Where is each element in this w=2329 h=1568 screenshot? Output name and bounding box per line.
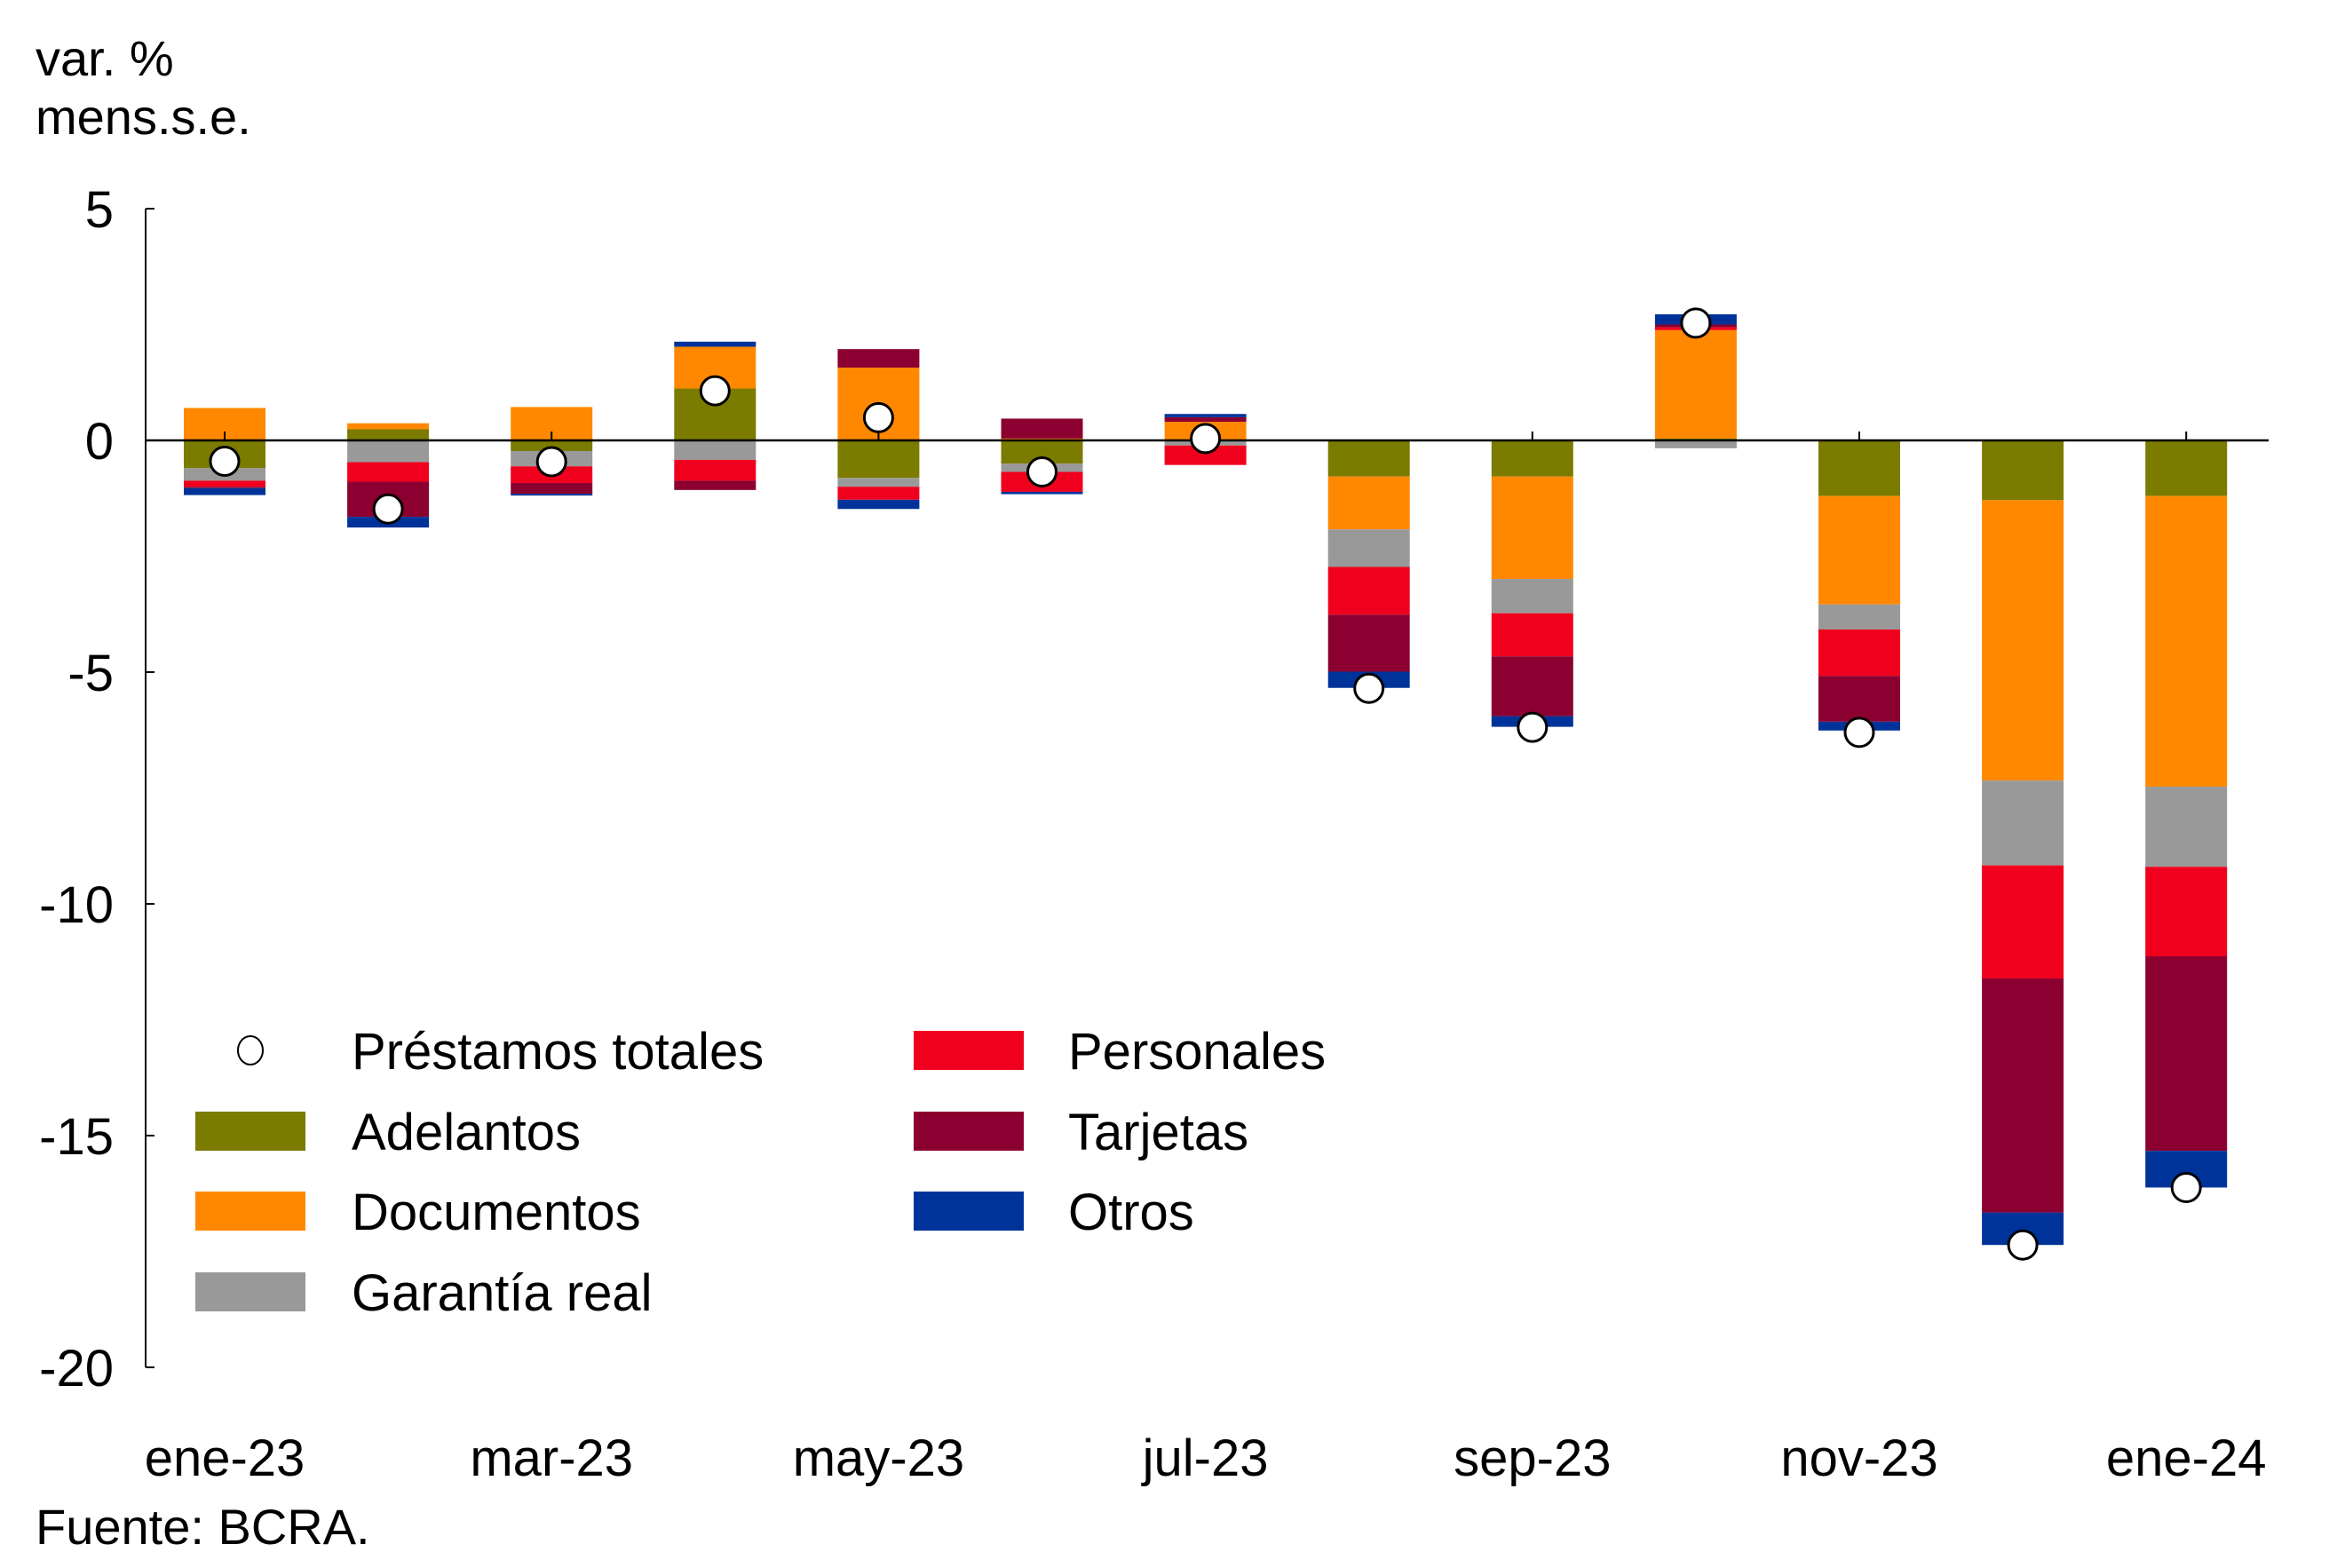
bar-segment-tarjetas-mar-23 — [511, 483, 593, 495]
bar-segment-personales-sep-23 — [1491, 613, 1573, 657]
bar-segment-tarjetas-sep-23 — [1491, 656, 1573, 717]
total-marker-dic-23 — [2007, 1229, 2039, 1261]
bar-segment-tarjetas-nov-23 — [1818, 676, 1900, 722]
x-tick-label: jul-23 — [1141, 1429, 1269, 1487]
bar-segment-garant-a-real-oct-23 — [1654, 440, 1737, 448]
total-marker-jun-23 — [1026, 455, 1058, 487]
bar-segment-personales-ene-24 — [2145, 867, 2228, 956]
bar-segment-garant-a-real-sep-23 — [1491, 579, 1573, 614]
y-axis-title-line-2: mens.s.e. — [36, 89, 251, 145]
legend-label-tarjetas: Tarjetas — [1068, 1104, 1248, 1161]
bar-segment-otros-abr-23 — [674, 341, 757, 347]
bar-segment-garant-a-real-ene-24 — [2145, 786, 2228, 867]
total-markers-layer — [209, 307, 2202, 1261]
bar-segment-otros-jul-23 — [1164, 414, 1247, 417]
bar-segment-tarjetas-jul-23 — [1164, 416, 1247, 423]
bar-segment-tarjetas-jun-23 — [1001, 418, 1083, 439]
bar-segment-personales-ene-23 — [184, 480, 265, 487]
bar-segment-adelantos-ene-24 — [2145, 440, 2228, 496]
bar-segment-tarjetas-dic-23 — [1982, 978, 2064, 1213]
bar-segment-garant-a-real-feb-23 — [347, 440, 430, 463]
y-axis-title-line-1: var. % — [36, 30, 174, 86]
bar-segment-garant-a-real-ago-23 — [1327, 529, 1410, 567]
bar-segment-garant-a-real-nov-23 — [1818, 604, 1900, 630]
legend-swatch-documentos — [195, 1192, 305, 1231]
bar-segment-adelantos-ago-23 — [1327, 440, 1410, 477]
bar-segment-otros-may-23 — [837, 499, 920, 510]
bar-segment-documentos-ene-24 — [2145, 495, 2228, 787]
source-note: Fuente: BCRA. — [36, 1499, 370, 1555]
total-marker-jul-23 — [1190, 423, 1222, 455]
bar-segment-adelantos-may-23 — [837, 440, 920, 479]
bar-segment-personales-abr-23 — [674, 459, 757, 481]
bar-segment-tarjetas-abr-23 — [674, 480, 757, 490]
bar-segment-garant-a-real-dic-23 — [1982, 780, 2064, 866]
bar-segment-adelantos-dic-23 — [1982, 440, 2064, 501]
legend-swatch-otros — [914, 1192, 1024, 1231]
legend-label-documentos: Documentos — [352, 1184, 641, 1241]
legend: Préstamos totales Adelantos Documentos Gara… — [195, 1023, 1326, 1322]
total-marker-nov-23 — [1843, 717, 1875, 748]
bar-segment-adelantos-nov-23 — [1818, 440, 1900, 496]
x-tick-label: sep-23 — [1454, 1429, 1611, 1487]
bar-segment-otros-jun-23 — [1001, 491, 1083, 495]
bar-segment-adelantos-sep-23 — [1491, 440, 1573, 477]
total-marker-feb-23 — [372, 493, 404, 525]
bar-segment-documentos-dic-23 — [1982, 500, 2064, 781]
total-marker-ago-23 — [1353, 672, 1385, 704]
bar-segment-personales-jul-23 — [1164, 445, 1247, 465]
bar-segment-adelantos-mar-23 — [511, 440, 593, 452]
bar-segment-documentos-ago-23 — [1327, 476, 1410, 530]
x-tick-label: mar-23 — [470, 1429, 633, 1487]
bar-segment-documentos-feb-23 — [347, 423, 430, 430]
legend-marker-pr-stamos-totales — [237, 1035, 264, 1065]
bar-segment-documentos-oct-23 — [1654, 329, 1737, 439]
x-tick-label: nov-23 — [1780, 1429, 1937, 1487]
bar-segment-documentos-nov-23 — [1818, 495, 1900, 605]
y-tick-label: -10 — [39, 876, 114, 934]
bar-segment-adelantos-feb-23 — [347, 429, 430, 440]
y-tick-label: -5 — [67, 645, 114, 702]
total-marker-ene-23 — [209, 445, 241, 477]
total-marker-mar-23 — [535, 446, 567, 478]
x-tick-label: ene-23 — [145, 1429, 305, 1487]
bar-segment-tarjetas-ago-23 — [1327, 614, 1410, 672]
bar-segment-tarjetas-ene-23 — [184, 487, 265, 488]
total-marker-ene-24 — [2170, 1171, 2202, 1203]
legend-label-pr-stamos-totales: Préstamos totales — [352, 1023, 764, 1081]
bar-segment-tarjetas-ene-24 — [2145, 955, 2228, 1152]
legend-swatch-personales — [914, 1031, 1024, 1070]
bar-segment-personales-may-23 — [837, 487, 920, 500]
total-marker-sep-23 — [1517, 711, 1549, 743]
bar-segment-otros-ene-23 — [184, 487, 265, 495]
legend-label-adelantos: Adelantos — [352, 1104, 581, 1161]
y-tick-label: 0 — [85, 413, 114, 471]
total-marker-abr-23 — [699, 375, 731, 407]
bar-segment-personales-nov-23 — [1818, 629, 1900, 677]
bar-segment-garant-a-real-may-23 — [837, 478, 920, 487]
bar-segment-personales-dic-23 — [1982, 865, 2064, 979]
total-marker-may-23 — [862, 401, 894, 433]
bar-segment-garant-a-real-abr-23 — [674, 440, 757, 460]
bar-segment-tarjetas-may-23 — [837, 349, 920, 368]
y-tick-label: -20 — [39, 1340, 114, 1398]
legend-swatch-adelantos — [195, 1112, 305, 1151]
bar-segment-otros-mar-23 — [511, 494, 593, 496]
total-marker-oct-23 — [1680, 307, 1712, 339]
y-tick-label: 5 — [85, 181, 114, 239]
legend-swatch-tarjetas — [914, 1112, 1024, 1151]
bar-segment-documentos-sep-23 — [1491, 476, 1573, 580]
bar-segment-personales-feb-23 — [347, 462, 430, 482]
y-tick-label: -15 — [39, 1108, 114, 1166]
legend-label-garant-a-real: Garantía real — [352, 1264, 653, 1322]
legend-label-otros: Otros — [1068, 1184, 1194, 1241]
x-tick-label: ene-24 — [2106, 1429, 2267, 1487]
legend-swatch-garant-a-real — [195, 1272, 305, 1311]
bar-segment-personales-ago-23 — [1327, 566, 1410, 615]
legend-label-personales: Personales — [1068, 1023, 1326, 1081]
x-tick-label: may-23 — [793, 1429, 964, 1487]
